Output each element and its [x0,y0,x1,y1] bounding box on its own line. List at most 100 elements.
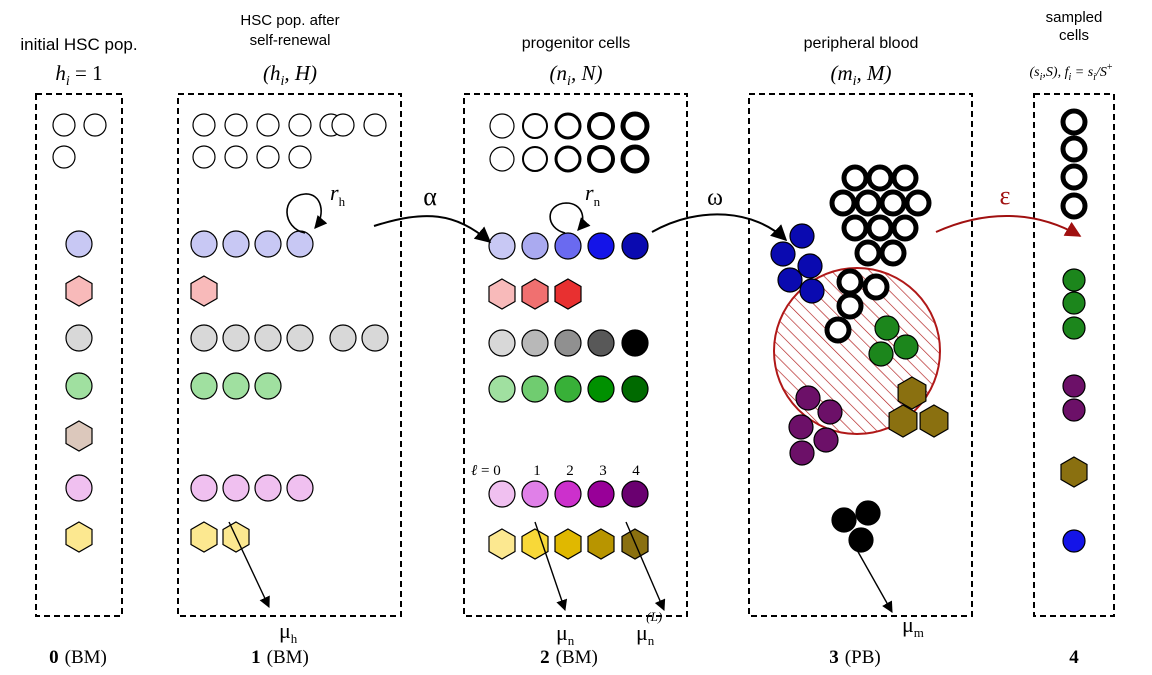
cell-yellow-hex [554,528,582,560]
cell-tan-hex [65,420,93,452]
cell-white [554,112,582,140]
cell-white-ring [904,189,932,217]
epsilon-label: ε [1000,181,1011,210]
cell-green [190,372,218,400]
cell-white-ring [862,273,890,301]
cell-purple [817,399,843,425]
cell-gray [521,329,549,357]
title-1-line1: HSC pop. after [240,12,339,29]
cell-white [192,145,216,169]
alpha-arrow [373,215,492,244]
cell-purple [788,414,814,440]
cell-white [192,113,216,137]
cell-blue [554,232,582,260]
cell-green [893,334,919,360]
level-label-4: 4 [632,463,640,479]
cell-purple [488,480,516,508]
cell-white-ring [1060,108,1088,136]
compartment-box-2 [463,93,688,617]
cell-white [52,113,76,137]
cell-black [831,507,857,533]
symbol-1: (hi, H) [263,61,317,89]
cell-white [587,145,615,173]
compartment-box-4 [1033,93,1115,617]
cell-gray [329,324,357,352]
bottom-label-1: 1 (BM) [251,647,309,668]
symbol-0: hi = 1 [55,61,102,89]
cell-gray [254,324,282,352]
cell-white [363,113,387,137]
cell-red-hex [488,278,516,310]
cell-gray [554,329,582,357]
cell-white [256,113,280,137]
cell-white-ring [891,214,919,242]
compartment-box-0 [35,93,123,617]
cell-green [65,372,93,400]
cell-purple [789,440,815,466]
cell-blue [190,230,218,258]
cell-red-hex [554,278,582,310]
cell-white-ring [854,189,882,217]
mu-h-arrow [228,521,270,609]
mu-n-arrow [534,521,568,612]
mu-nL-arrow [625,521,666,612]
cell-green [587,375,615,403]
cell-green [554,375,582,403]
cell-white-ring [879,189,907,217]
mu-m-arrow [856,549,893,613]
cell-green [222,372,250,400]
level-label-0: ℓ = 0 [471,463,501,479]
cell-white-ring [1060,192,1088,220]
cell-blue [254,230,282,258]
cell-white [620,111,650,141]
cell-white-ring [866,164,894,192]
compartment-box-3 [748,93,973,617]
r-n-loop [549,202,591,234]
cell-purple [65,474,93,502]
cell-white-ring [829,189,857,217]
cell-gray [222,324,250,352]
level-label-2: 2 [566,463,574,479]
title-1-line2: self-renewal [250,32,331,49]
symbol-4: (si,S), fi = si/S+ [1030,62,1113,83]
cell-black [855,500,881,526]
cell-white [224,145,248,169]
cell-gray [286,324,314,352]
cell-olive-hex [1060,456,1088,488]
cell-olive-hex [919,404,949,438]
cell-white [489,146,515,172]
cell-white-ring [841,214,869,242]
cell-purple [1062,398,1086,422]
cell-white [52,145,76,169]
cell-blue [789,223,815,249]
title-3: peripheral blood [804,35,919,52]
cell-white [288,113,312,137]
cell-blue [1062,529,1086,553]
cell-blue [799,278,825,304]
cell-green [621,375,649,403]
title-4-line1: sampled [1046,9,1103,26]
cell-green [1062,291,1086,315]
cell-purple [254,474,282,502]
cell-red-hex [65,275,93,307]
cell-gray [190,324,218,352]
cell-green [254,372,282,400]
cell-purple [190,474,218,502]
level-label-1: 1 [533,463,541,479]
cell-white [224,113,248,137]
bottom-label-3: 3 (PB) [829,647,880,668]
symbol-2: (ni, N) [550,61,603,89]
cell-green [874,315,900,341]
cell-blue [587,232,615,260]
omega-arrow [651,213,788,242]
cell-blue [286,230,314,258]
cell-green [488,375,516,403]
cell-yellow-hex [65,521,93,553]
cell-purple [222,474,250,502]
cell-gray [65,324,93,352]
cell-white-ring [836,292,864,320]
cell-gray [488,329,516,357]
cell-purple [1062,374,1086,398]
cell-olive-hex [897,376,927,410]
